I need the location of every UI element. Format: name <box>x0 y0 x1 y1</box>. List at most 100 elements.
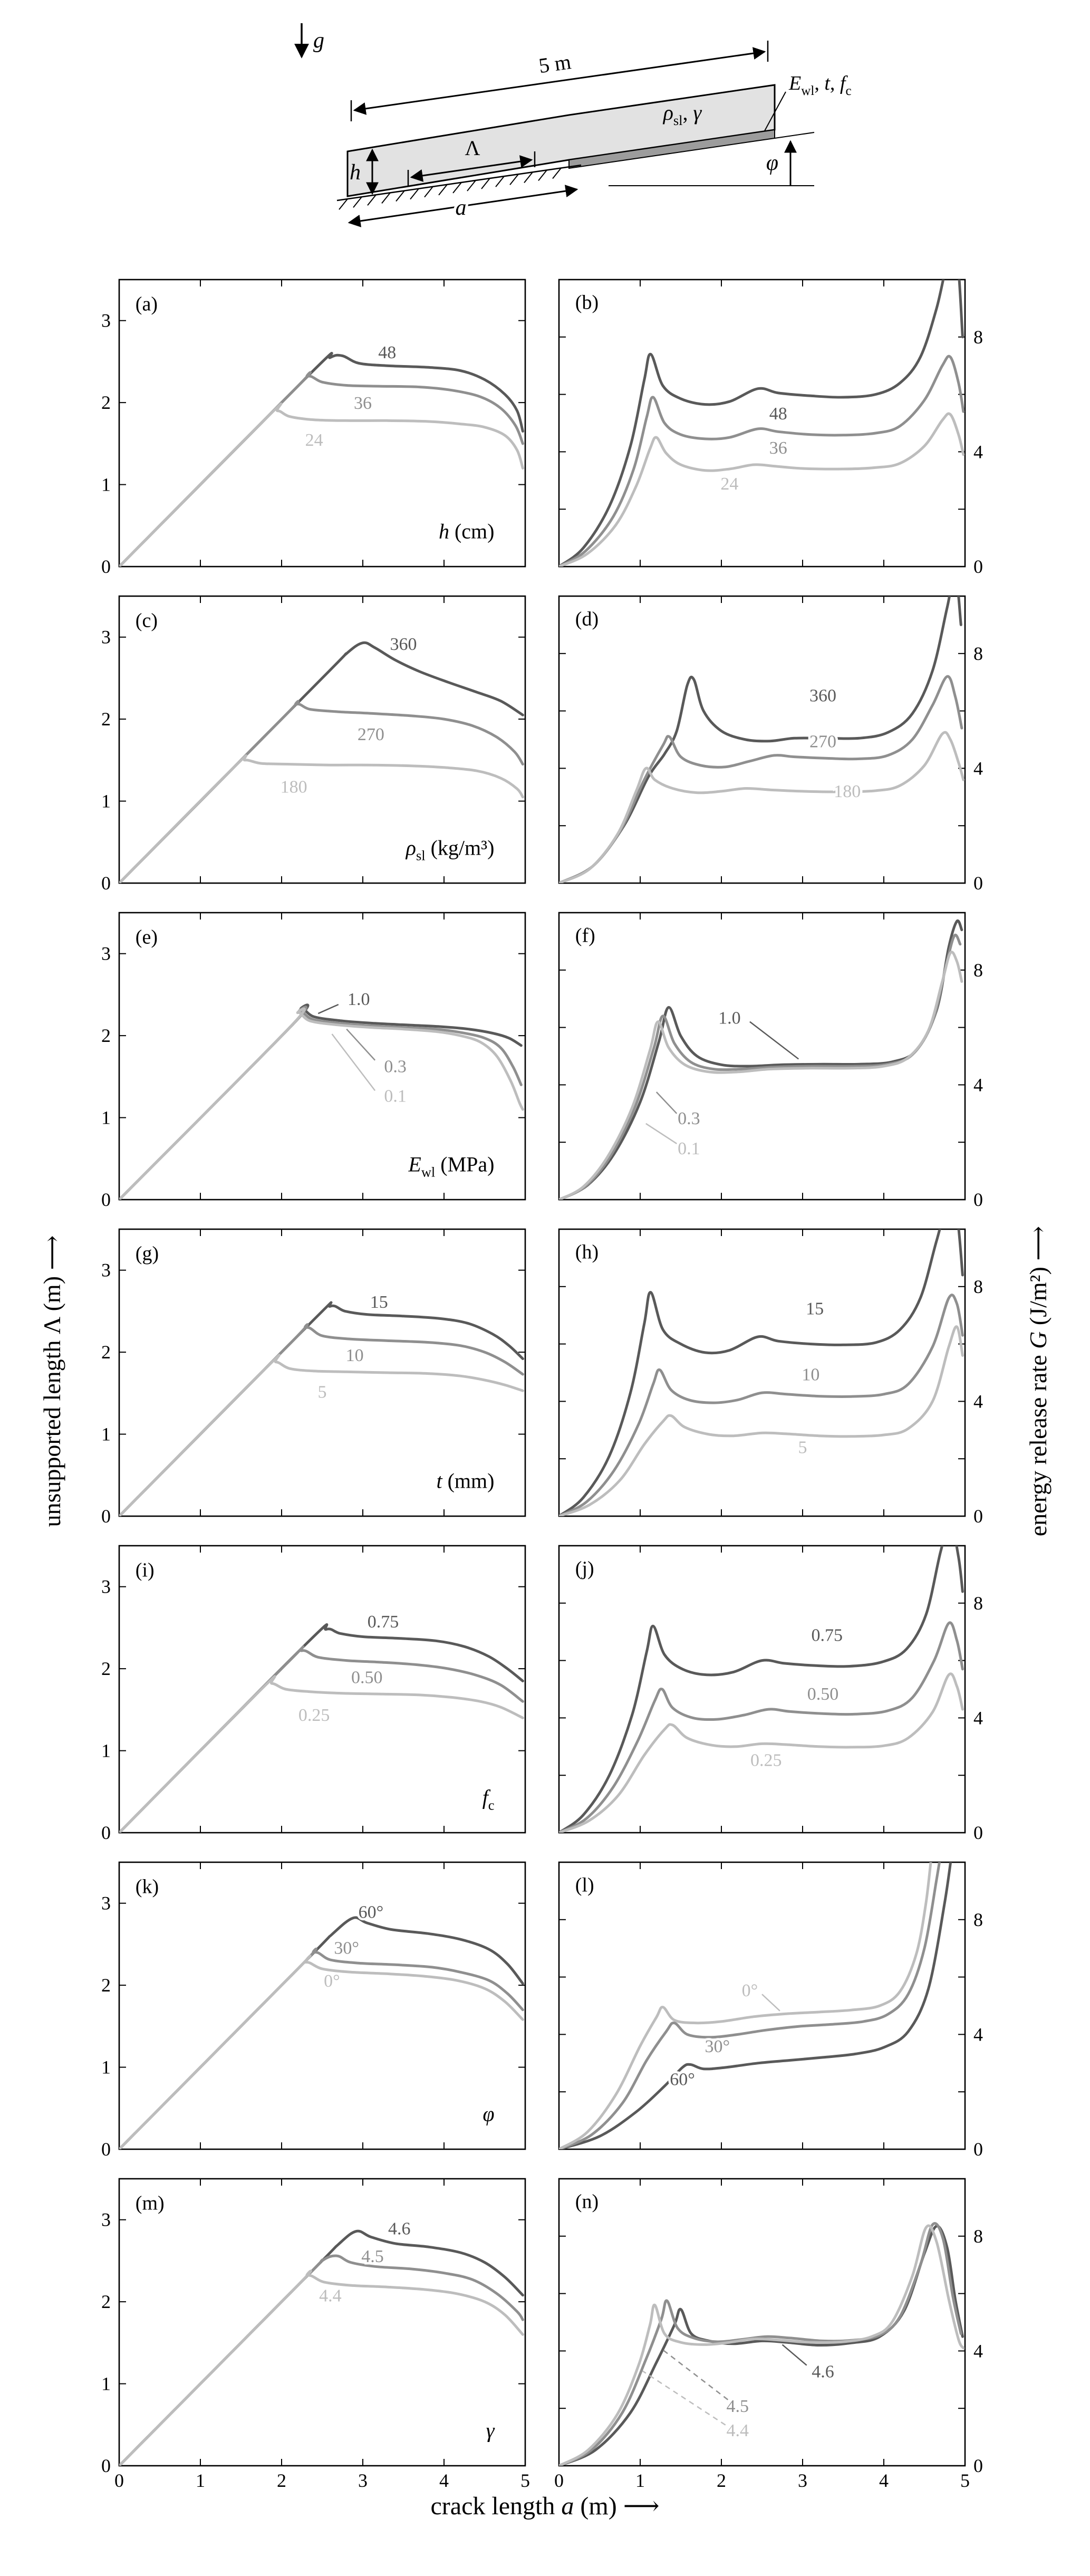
y-tick-label: 2 <box>101 1658 111 1679</box>
series-label-0.75: 0.75 <box>811 1626 843 1645</box>
y-tick-label: 0 <box>973 1822 983 1843</box>
series-label-1.0: 1.0 <box>718 1009 741 1028</box>
plot-j: 0 4 8 0.75 0.50 0.25 (j) <box>558 1545 983 1843</box>
series-label-24: 24 <box>305 430 323 450</box>
plot-frame <box>118 1228 526 1517</box>
series-label-leader <box>655 1091 678 1114</box>
panel-f: 0 4 8 1.0 0.3 0.1 (f) <box>552 906 1016 1223</box>
y-tick-label: 4 <box>973 1707 983 1728</box>
series-label-30°: 30° <box>334 1939 359 1958</box>
panel-b: 0 4 8 48 36 24 (b) <box>552 273 1016 590</box>
y-tick-label: 1 <box>101 1424 111 1445</box>
y-tick-label: 8 <box>973 1909 983 1930</box>
series-label-360: 360 <box>390 635 417 654</box>
panel-m: 0 1 2 3 4 5 0 1 2 3 4.6 4.5 4.4 (m) γ <box>74 2172 538 2491</box>
series-label-4.6: 4.6 <box>812 2362 834 2381</box>
panel-letter: (e) <box>136 926 158 949</box>
span-label: 5 m <box>537 50 572 78</box>
series-curve-4.6 <box>119 2229 524 2466</box>
series-curve-0.1 <box>559 951 963 1200</box>
plot-frame <box>558 1545 966 1834</box>
panel-letter: (c) <box>136 610 158 632</box>
series-curve-0.25 <box>119 1675 524 1833</box>
panel-grid: 0 1 2 3 48 36 24 (a) h (cm) 0 4 8 48 36 24 (b) 0 1 2 3 360… <box>74 273 1016 2491</box>
panel-k: 0 1 2 3 60° 30° 0° (k) φ <box>74 1856 538 2172</box>
span-dimension-arrow <box>353 47 766 115</box>
x-tick-label: 3 <box>798 2470 807 2489</box>
plot-d: 0 4 8 360 270 180 (d) <box>558 595 983 894</box>
series-label-5: 5 <box>318 1383 327 1402</box>
y-tick-label: 8 <box>973 1276 983 1297</box>
series-curve-30° <box>559 1862 941 2149</box>
y-tick-label: 8 <box>973 643 983 664</box>
panel-letter: (m) <box>136 2192 165 2215</box>
x-axis-title: crack length a (m) ⟶ <box>430 2492 660 2520</box>
weak-layer-leader <box>764 91 786 131</box>
series-label-60°: 60° <box>670 2070 695 2090</box>
series-curve-30° <box>119 1947 524 2149</box>
panel-letter: (h) <box>575 1241 599 1263</box>
y-tick-label: 1 <box>101 1107 111 1128</box>
y-tick-label: 0 <box>101 2139 111 2160</box>
y-tick-label: 8 <box>973 1593 983 1614</box>
series-label-36: 36 <box>769 438 787 458</box>
series-curve-60° <box>559 1862 952 2149</box>
y-tick-label: 0 <box>101 1506 111 1527</box>
y-tick-label: 0 <box>973 1189 983 1210</box>
plot-c: 0 1 2 3 360 270 180 (c) ρsl (kg/m³) <box>101 595 526 894</box>
series-label-leader <box>331 1033 376 1091</box>
y-axis-title-right: energy release rate G (J/m²) ⟶ <box>1016 273 1060 2489</box>
y-tick-label: 2 <box>101 392 111 413</box>
series-curve-4.4 <box>559 2224 965 2466</box>
y-tick-label: 1 <box>101 2057 111 2078</box>
panel-g: 0 1 2 3 15 10 5 (g) t (mm) <box>74 1223 538 1539</box>
plot-k: 0 1 2 3 60°30° 0° (k) φ <box>101 1861 526 2160</box>
series-label-0.1: 0.1 <box>678 1139 700 1158</box>
panel-i: 0 1 2 3 0.75 0.50 0.25 (i) fc <box>74 1539 538 1856</box>
unsupported-length-label: Λ <box>465 136 480 160</box>
slab-schematic: g 5 m a h Λ ρsl, γ <box>294 23 851 227</box>
x-tick-label: 1 <box>635 2470 645 2489</box>
y-tick-label: 0 <box>973 1506 983 1527</box>
y-tick-label: 1 <box>101 474 111 495</box>
series-label-60°: 60° <box>359 1902 384 1922</box>
plot-frame <box>558 279 966 568</box>
panel-e: 0 1 2 3 1.0 0.3 0.1 (e) Ewl (MPa) <box>74 906 538 1223</box>
y-tick-label: 4 <box>973 2024 983 2045</box>
panel-n: 0 1 2 3 4 5 0 4 8 4.6 4.5 4.4 (n) <box>552 2172 1016 2491</box>
y-tick-label: 0 <box>101 2455 111 2476</box>
panel-d: 0 4 8 360 270 180 (d) <box>552 590 1016 906</box>
x-tick-label: 3 <box>358 2470 368 2489</box>
panel-l: 0 4 8 60° 30° 0° (l) <box>552 1856 1016 2172</box>
panel-letter: (i) <box>136 1559 155 1582</box>
series-curve-24 <box>119 403 524 567</box>
series-curve-48 <box>559 280 964 567</box>
panel-c: 0 1 2 3 360 270 180 (c) ρsl (kg/m³) <box>74 590 538 906</box>
y-tick-label: 0 <box>101 556 111 577</box>
series-curve-0.3 <box>559 933 962 1200</box>
series-label-4.5: 4.5 <box>727 2397 749 2416</box>
x-tick-label: 5 <box>520 2470 530 2489</box>
series-label-48: 48 <box>378 343 396 362</box>
plot-frame <box>118 1861 526 2150</box>
schematic-container: g 5 m a h Λ ρsl, γ <box>30 12 1060 260</box>
series-curve-0.75 <box>559 1546 964 1833</box>
plot-frame <box>558 2178 966 2467</box>
plot-frame <box>558 1861 966 2150</box>
panel-letter: (g) <box>136 1243 159 1265</box>
y-tick-label: 2 <box>101 708 111 730</box>
y-tick-label: 1 <box>101 1740 111 1761</box>
x-tick-label: 4 <box>879 2470 889 2489</box>
series-curve-4.4 <box>119 2269 524 2466</box>
series-curve-0.50 <box>559 1621 964 1833</box>
series-curve-36 <box>119 371 524 567</box>
series-curve-0.75 <box>119 1623 524 1833</box>
panel-letter: (a) <box>136 293 158 315</box>
series-label-0.25: 0.25 <box>298 1706 330 1725</box>
panel-letter: (n) <box>575 2191 599 2213</box>
y-tick-label: 3 <box>101 627 111 648</box>
panel-letter: (d) <box>575 608 599 630</box>
